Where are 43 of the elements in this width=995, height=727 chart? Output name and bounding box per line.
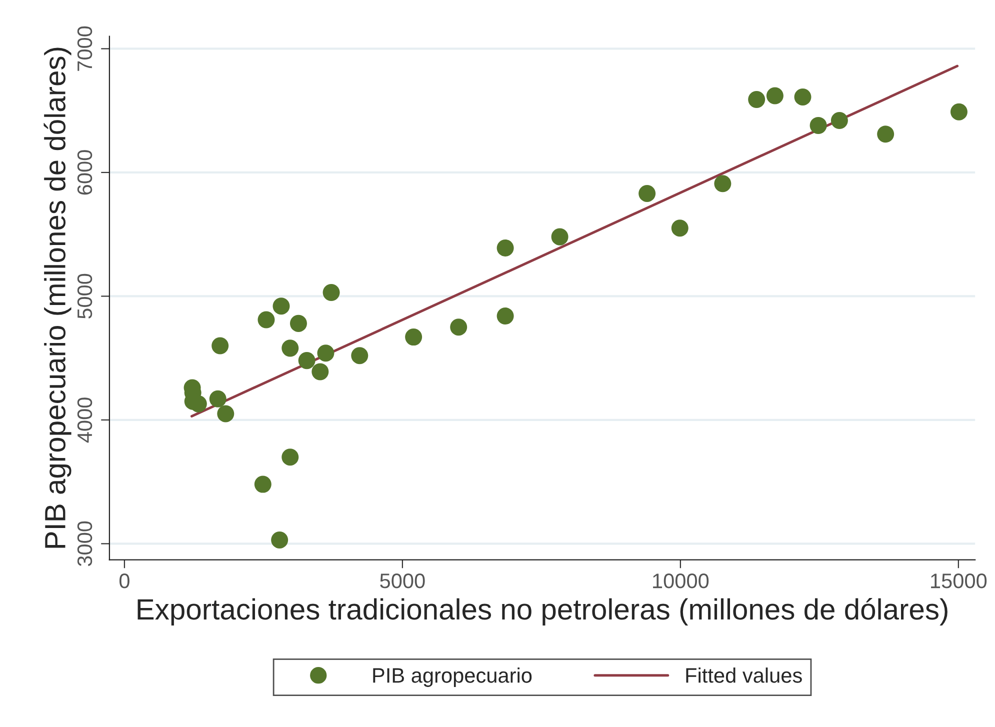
point xyxy=(312,363,329,380)
point xyxy=(209,390,226,408)
point xyxy=(714,175,732,192)
point xyxy=(290,314,307,332)
y-tick-label: 3000 xyxy=(77,521,92,566)
y-axis-title: PIB agropecuario (millones de dólares) xyxy=(44,48,72,548)
point xyxy=(258,311,275,328)
point xyxy=(272,298,290,315)
x-tick-label: 10000 xyxy=(653,574,709,588)
y-tick-label: 5000 xyxy=(77,274,92,319)
point xyxy=(830,112,848,129)
point xyxy=(351,347,368,364)
y-tick-label: 6000 xyxy=(77,150,92,195)
point xyxy=(551,228,568,246)
point xyxy=(405,328,422,346)
point xyxy=(638,185,656,202)
x-tick-label: 5000 xyxy=(380,574,425,588)
point xyxy=(450,318,468,336)
point xyxy=(794,88,812,106)
point xyxy=(217,405,234,422)
point xyxy=(322,284,340,302)
point xyxy=(877,126,894,143)
legend-label: PIB agropecuario xyxy=(373,668,532,687)
point xyxy=(496,308,514,325)
point xyxy=(671,220,688,237)
point xyxy=(496,239,514,256)
y-tick-label: 4000 xyxy=(77,398,92,443)
point xyxy=(212,337,229,354)
x-axis-title: Exportaciones tradicionales no petroleras (millones de dólares) xyxy=(138,598,948,626)
point xyxy=(298,352,316,370)
point xyxy=(766,87,784,104)
point xyxy=(282,340,299,357)
point xyxy=(810,116,827,134)
y-tick-label: 7000 xyxy=(77,26,92,71)
point xyxy=(282,448,299,466)
point xyxy=(317,344,334,362)
point xyxy=(271,531,288,548)
legend-label: Fitted values xyxy=(686,668,802,683)
x-tick-label: 0 xyxy=(119,574,130,588)
point xyxy=(950,103,968,120)
point xyxy=(254,476,272,493)
point xyxy=(748,90,766,108)
x-tick-label: 15000 xyxy=(931,574,987,588)
